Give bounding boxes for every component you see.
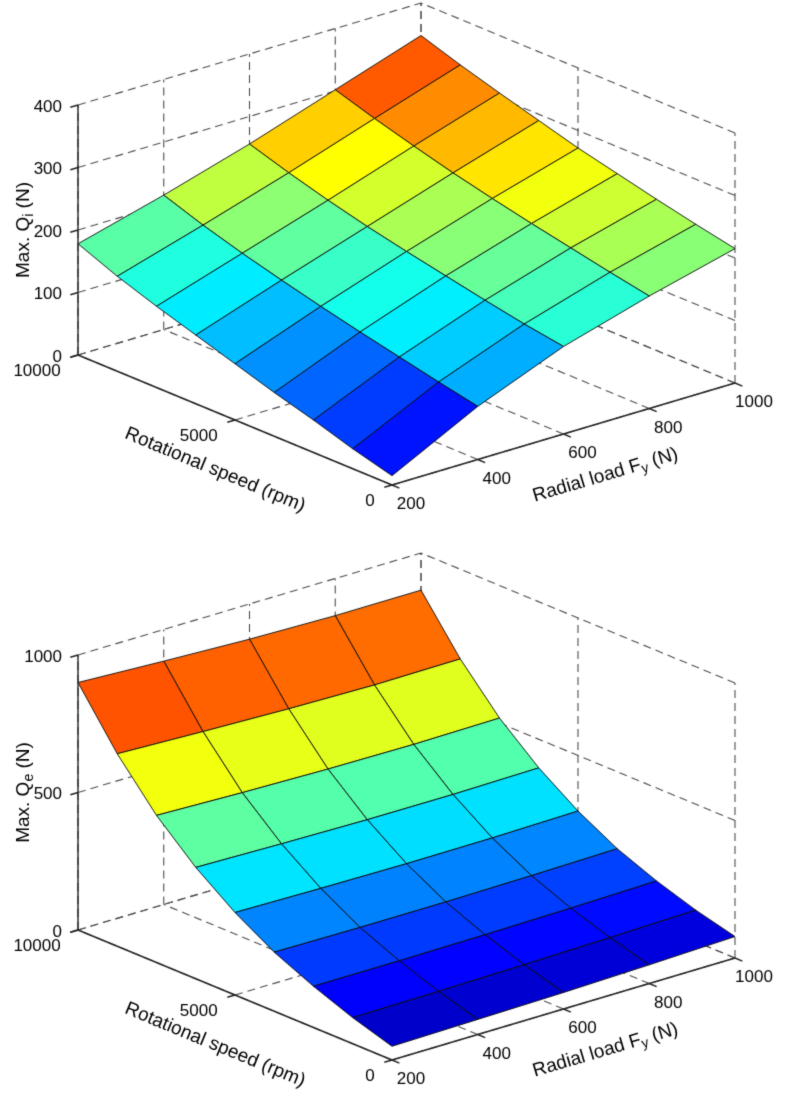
surface-plot-max-qe bbox=[0, 545, 800, 1111]
surface-plot-max-qi bbox=[0, 0, 800, 545]
